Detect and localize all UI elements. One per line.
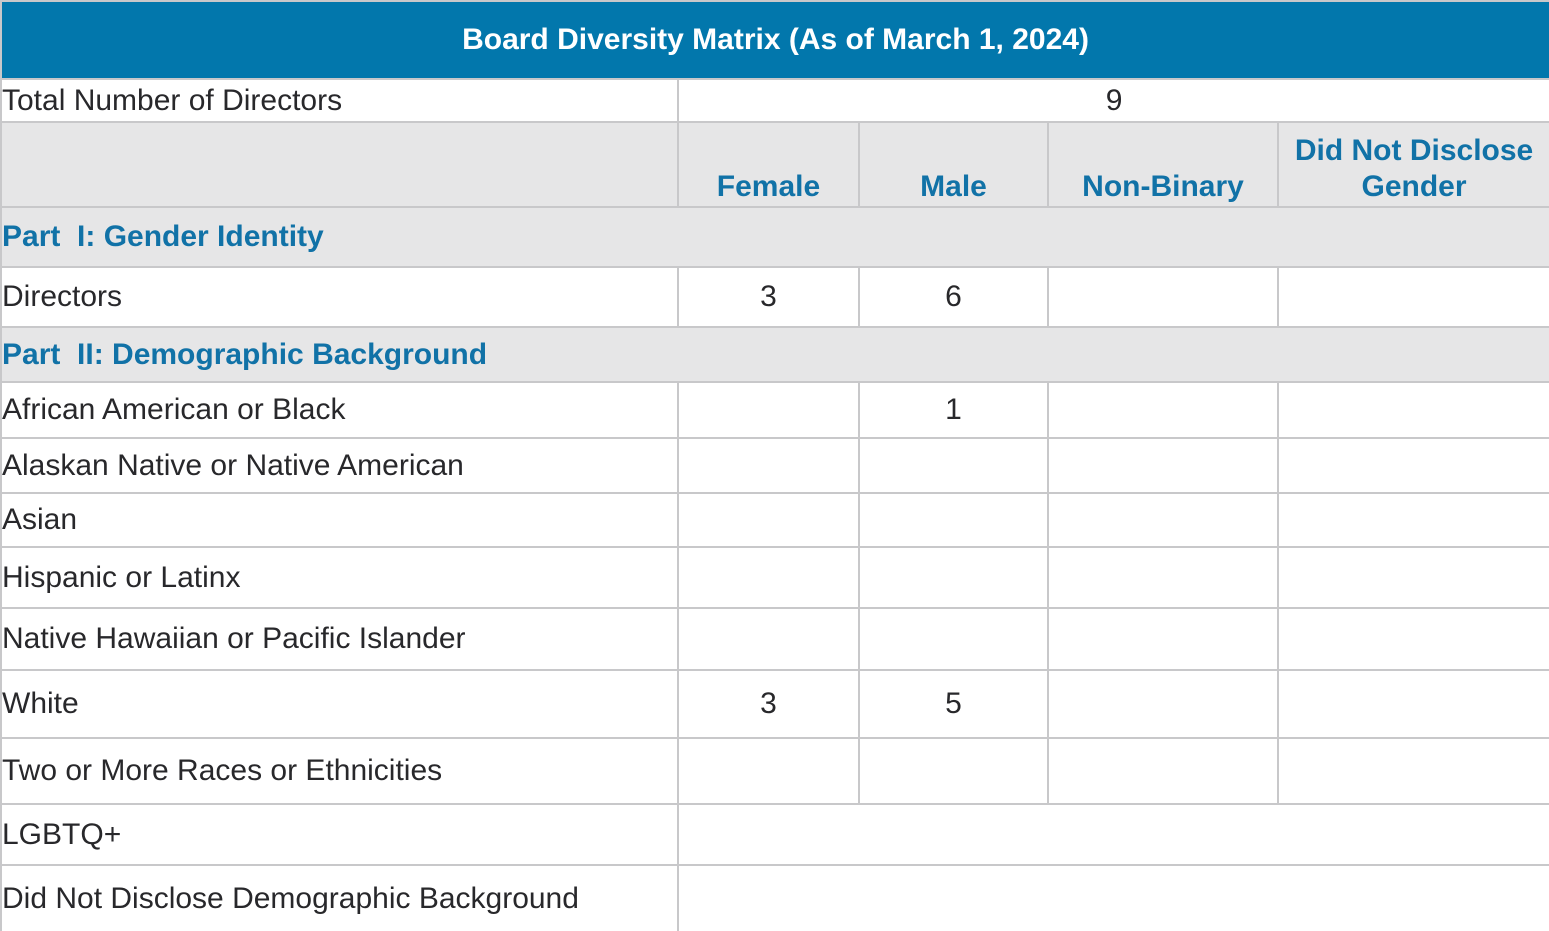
female-value-cell: [677, 546, 860, 609]
male-value-cell: [858, 492, 1049, 548]
table-row: LGBTQ+: [0, 803, 1549, 866]
male-value-cell: [858, 607, 1049, 671]
table-row: Alaskan Native or Native American: [0, 437, 1549, 494]
female-value-cell: [677, 437, 860, 494]
total-directors-label: Total Number of Directors: [0, 78, 679, 123]
male-value-cell: [858, 737, 1049, 805]
female-value-cell: 3: [677, 669, 860, 739]
part1-heading: Part I: Gender Identity: [0, 206, 1549, 268]
column-header-non-binary: Non-Binary: [1047, 121, 1279, 208]
female-value-cell: 3: [677, 266, 860, 328]
did-not-disclose-value-cell: [1276, 492, 1549, 548]
table-row: Asian: [0, 492, 1549, 548]
female-value-cell: [677, 492, 860, 548]
non-binary-value-cell: [1047, 737, 1279, 805]
part2-heading: Part II: Demographic Background: [0, 326, 1549, 383]
male-value-cell: 5: [858, 669, 1049, 739]
table-row: White 3 5: [0, 669, 1549, 739]
non-binary-value-cell: [1047, 437, 1279, 494]
row-label: Native Hawaiian or Pacific Islander: [0, 607, 679, 671]
did-not-disclose-value-cell: [1276, 607, 1549, 671]
table-row: Two or More Races or Ethnicities: [0, 737, 1549, 805]
row-label: Did Not Disclose Demographic Background: [0, 864, 679, 931]
table-row: Native Hawaiian or Pacific Islander: [0, 607, 1549, 671]
column-header-did-not-disclose-gender: Did Not Disclose Gender: [1276, 121, 1549, 208]
did-not-disclose-value-cell: [1276, 546, 1549, 609]
did-not-disclose-value-cell: [1276, 266, 1549, 328]
row-label: Two or More Races or Ethnicities: [0, 737, 679, 805]
table-row: African American or Black 1: [0, 381, 1549, 439]
table-row: Directors 3 6: [0, 266, 1549, 328]
row-label: Hispanic or Latinx: [0, 546, 679, 609]
female-value-cell: [677, 607, 860, 671]
did-not-disclose-value-cell: [1276, 669, 1549, 739]
table-row: Part I: Gender Identity: [0, 206, 1549, 268]
row-label: Alaskan Native or Native American: [0, 437, 679, 494]
table-row: Did Not Disclose Demographic Background: [0, 864, 1549, 931]
did-not-disclose-value-cell: [1276, 737, 1549, 805]
male-value-cell: [858, 546, 1049, 609]
male-value-cell: [858, 437, 1049, 494]
non-binary-value-cell: [1047, 669, 1279, 739]
male-value-cell: 6: [858, 266, 1049, 328]
table-row: Board Diversity Matrix (As of March 1, 2…: [0, 0, 1549, 80]
merged-value-cell: [676, 803, 1549, 866]
non-binary-value-cell: [1047, 546, 1279, 609]
table-row: Total Number of Directors 9: [0, 78, 1549, 123]
table-row: Female Male Non-Binary Did Not Disclose …: [0, 121, 1549, 208]
non-binary-value-cell: [1047, 492, 1279, 548]
table-row: Hispanic or Latinx: [0, 546, 1549, 609]
non-binary-value-cell: [1047, 607, 1279, 671]
female-value-cell: [677, 737, 860, 805]
female-value-cell: [677, 381, 860, 439]
did-not-disclose-value-cell: [1276, 437, 1549, 494]
table-title: Board Diversity Matrix (As of March 1, 2…: [0, 0, 1549, 80]
header-spacer-cell: [0, 121, 679, 208]
column-header-male: Male: [858, 121, 1049, 208]
table-row: Part II: Demographic Background: [0, 326, 1549, 383]
row-label: African American or Black: [0, 381, 679, 439]
male-value-cell: 1: [858, 381, 1049, 439]
row-label: LGBTQ+: [0, 803, 679, 866]
column-header-female: Female: [677, 121, 860, 208]
did-not-disclose-value-cell: [1276, 381, 1549, 439]
row-label: Directors: [0, 266, 679, 328]
merged-value-cell: [676, 864, 1549, 931]
non-binary-value-cell: [1047, 266, 1279, 328]
row-label: White: [0, 669, 679, 739]
non-binary-value-cell: [1047, 381, 1279, 439]
total-directors-value: 9: [676, 78, 1549, 123]
row-label: Asian: [0, 492, 679, 548]
